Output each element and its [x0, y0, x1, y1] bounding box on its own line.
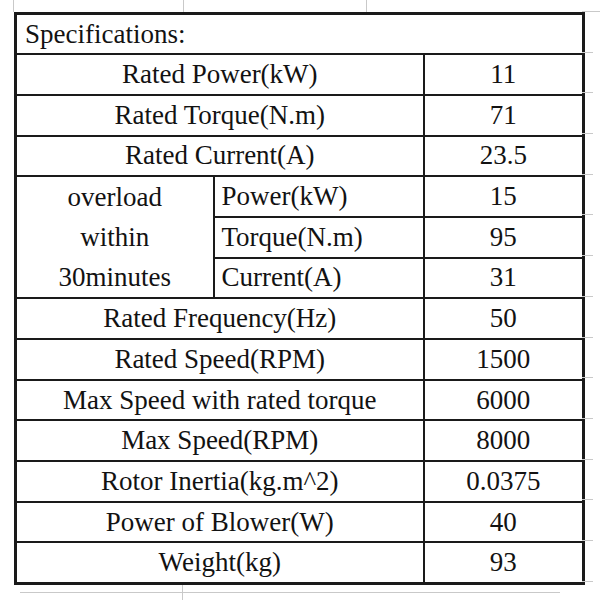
- spec-value-cell: 50: [424, 298, 584, 339]
- table-row: overload within 30minutes Power(kW) 15: [16, 176, 584, 217]
- spec-value-cell: 8000: [424, 420, 584, 461]
- spec-label-cell: Rotor Inertia(kg.m^2): [16, 461, 424, 502]
- table-row: Rated Power(kW) 11: [16, 54, 584, 95]
- table-row: Rated Torque(N.m) 71: [16, 95, 584, 136]
- gridline-artifact: [13, 0, 14, 12]
- overload-group-cell: overload within 30minutes: [16, 176, 214, 298]
- spec-value-cell: 71: [424, 95, 584, 136]
- spec-label-cell: Max Speed with rated torque: [16, 380, 424, 421]
- table-row: Rotor Inertia(kg.m^2) 0.0375: [16, 461, 584, 502]
- spec-value-cell: 31: [424, 258, 584, 299]
- specifications-table: Specifications: Rated Power(kW) 11 Rated…: [14, 12, 585, 585]
- spec-value-cell: 1500: [424, 339, 584, 380]
- table-row: Power of Blower(W) 40: [16, 502, 584, 543]
- gridline-artifact: [366, 0, 367, 12]
- table-row: Rated Frequency(Hz) 50: [16, 298, 584, 339]
- spec-label-cell: Rated Frequency(Hz): [16, 298, 424, 339]
- gridline-artifact: [20, 592, 560, 593]
- spec-sublabel-cell: Power(kW): [214, 176, 424, 217]
- spec-value-cell: 95: [424, 217, 584, 258]
- table-row: Rated Current(A) 23.5: [16, 136, 584, 177]
- spec-value-cell: 11: [424, 54, 584, 95]
- spec-label-cell: Rated Torque(N.m): [16, 95, 424, 136]
- spec-label-cell: Max Speed(RPM): [16, 420, 424, 461]
- overload-group-line: overload: [17, 177, 213, 217]
- spec-label-cell: Rated Current(A): [16, 136, 424, 177]
- table-title: Specifications:: [16, 14, 584, 55]
- gridline-artifact: [582, 12, 593, 582]
- spec-value-cell: 6000: [424, 380, 584, 421]
- spec-label-cell: Weight(kg): [16, 542, 424, 583]
- overload-group-line: within: [17, 217, 213, 257]
- spec-label-cell: Rated Power(kW): [16, 54, 424, 95]
- spec-label-cell: Rated Speed(RPM): [16, 339, 424, 380]
- spec-label-cell: Power of Blower(W): [16, 502, 424, 543]
- gridline-artifact: [183, 0, 184, 12]
- gridline-artifact: [182, 585, 183, 600]
- spec-value-cell: 0.0375: [424, 461, 584, 502]
- table-row: Max Speed with rated torque 6000: [16, 380, 584, 421]
- table-row: Rated Speed(RPM) 1500: [16, 339, 584, 380]
- spec-value-cell: 15: [424, 176, 584, 217]
- spec-value-cell: 40: [424, 502, 584, 543]
- table-row: Weight(kg) 93: [16, 542, 584, 583]
- overload-group-line: 30minutes: [17, 257, 213, 297]
- spec-sublabel-cell: Current(A): [214, 258, 424, 299]
- table-row: Specifications:: [16, 14, 584, 55]
- spec-sublabel-cell: Torque(N.m): [214, 217, 424, 258]
- table-row: Max Speed(RPM) 8000: [16, 420, 584, 461]
- spec-value-cell: 93: [424, 542, 584, 583]
- spec-value-cell: 23.5: [424, 136, 584, 177]
